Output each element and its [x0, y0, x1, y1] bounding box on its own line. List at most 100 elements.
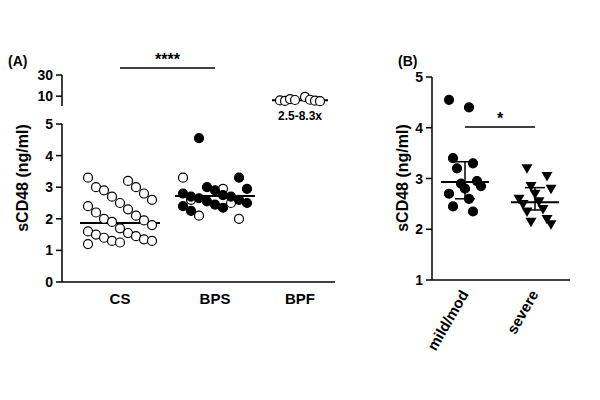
y-tick	[426, 127, 432, 129]
point	[453, 164, 462, 173]
point	[84, 173, 93, 182]
figure: 0 1 2 3 4 5 CS BPS BPF (A) sCD48 (ng/ml) **** 10 30 2.…	[0, 0, 600, 400]
panel-title: (A)	[8, 53, 27, 69]
panel-title: (B)	[398, 53, 417, 69]
y-axis-label: sCD48 (ng/ml)	[14, 124, 31, 232]
y-tick-label: 2	[45, 211, 53, 227]
point	[132, 211, 141, 220]
point	[546, 185, 557, 195]
point	[291, 95, 300, 104]
y-tick-label: 1	[45, 242, 53, 258]
x-axis	[432, 279, 570, 281]
annotation: 2.5-8.3x	[278, 109, 322, 123]
error-cap-high	[525, 187, 545, 189]
y-tick-label: 4	[45, 148, 53, 164]
y-tick	[426, 76, 432, 78]
point	[235, 173, 244, 182]
point	[140, 189, 149, 198]
y-axis	[61, 124, 63, 282]
point	[449, 202, 458, 211]
marks	[441, 95, 559, 229]
significance-label: *	[497, 110, 504, 127]
error-bar-low	[534, 202, 536, 210]
point	[108, 217, 117, 226]
y-tick	[56, 218, 62, 220]
point	[148, 195, 157, 204]
y-tick-label: 2	[415, 221, 423, 237]
point	[449, 154, 458, 163]
significance-label: ****	[155, 51, 181, 68]
panel: 1 2 3 4 5 mild/mod severe (B) sCD48 (ng/ml) *	[394, 53, 570, 353]
point	[132, 183, 141, 192]
marks	[80, 134, 255, 249]
point	[235, 214, 244, 223]
y-tick-label: 4	[415, 120, 423, 136]
point	[179, 173, 188, 182]
point	[526, 218, 537, 228]
category-label: mild/mod	[424, 287, 472, 353]
y-axis	[61, 75, 63, 106]
y-tick	[426, 178, 432, 180]
point	[187, 206, 196, 215]
point	[179, 202, 188, 211]
marks	[272, 92, 328, 105]
point	[316, 97, 325, 106]
point	[445, 95, 454, 104]
y-tick-label: 3	[45, 179, 53, 195]
point	[465, 194, 474, 203]
category-label: BPF	[285, 290, 315, 307]
y-tick-label: 30	[37, 67, 53, 83]
point	[195, 211, 204, 220]
y-tick	[56, 74, 62, 76]
category-label: severe	[503, 287, 542, 337]
point	[211, 186, 220, 195]
point	[124, 176, 133, 185]
panel: 10 30 2.5-8.3x	[37, 67, 328, 123]
y-tick-label: 5	[415, 69, 423, 85]
error-bar-high	[464, 162, 466, 182]
point	[522, 207, 533, 217]
y-tick	[426, 279, 432, 281]
y-tick	[426, 229, 432, 231]
point	[445, 189, 454, 198]
point	[465, 103, 474, 112]
point	[108, 192, 117, 201]
point	[116, 224, 125, 233]
category-label: BPS	[200, 290, 231, 307]
point	[538, 205, 549, 215]
point	[124, 205, 133, 214]
y-tick	[56, 155, 62, 157]
y-tick	[56, 95, 62, 97]
point	[477, 182, 486, 191]
point	[148, 236, 157, 245]
point	[84, 202, 93, 211]
point	[546, 220, 557, 230]
category-label: CS	[110, 290, 131, 307]
y-tick-label: 10	[37, 88, 53, 104]
point	[116, 199, 125, 208]
panel: 0 1 2 3 4 5 CS BPS BPF (A) sCD48 (ng/ml) ****	[8, 51, 335, 307]
y-tick-label: 3	[415, 171, 423, 187]
point	[116, 238, 125, 247]
point	[92, 208, 101, 217]
point	[84, 240, 93, 249]
point	[100, 186, 109, 195]
point	[219, 203, 228, 212]
y-tick-label: 5	[45, 116, 53, 132]
y-tick-label: 0	[45, 274, 53, 290]
point	[461, 184, 470, 193]
point	[542, 172, 553, 182]
point	[469, 159, 478, 168]
y-tick	[56, 250, 62, 252]
x-axis	[62, 281, 335, 283]
y-tick	[56, 123, 62, 125]
point	[522, 164, 533, 174]
point	[243, 199, 252, 208]
y-tick-label: 1	[415, 272, 423, 288]
y-axis-label: sCD48 (ng/ml)	[394, 124, 411, 232]
y-tick	[56, 281, 62, 283]
point	[243, 184, 252, 193]
point	[148, 221, 157, 230]
point	[140, 216, 149, 225]
point	[469, 207, 478, 216]
